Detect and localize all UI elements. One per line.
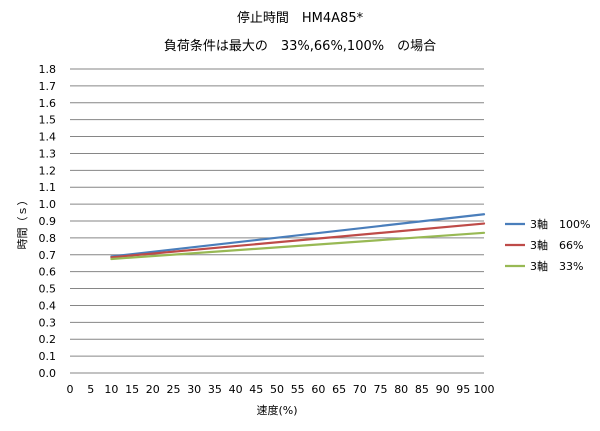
x-tick-labels: 0 5 10 15 20 25 30 35 40 45 50 55 60 65 70 75 80 85 90 95 10… bbox=[67, 383, 495, 396]
y-tick-label: 0.1 bbox=[39, 350, 57, 363]
legend: 3軸 100% 3軸 66% 3軸 33% bbox=[505, 217, 590, 273]
gridlines bbox=[70, 68, 484, 357]
x-tick-label: 20 bbox=[146, 383, 160, 396]
y-tick-label: 0.3 bbox=[39, 316, 57, 329]
x-tick-label: 55 bbox=[291, 383, 305, 396]
x-tick-label: 35 bbox=[208, 383, 222, 396]
x-tick-label: 85 bbox=[415, 383, 429, 396]
series-line bbox=[110, 222, 486, 259]
x-tick-label: 70 bbox=[353, 383, 367, 396]
y-tick-label: 1.6 bbox=[39, 97, 57, 110]
x-tick-label: 30 bbox=[187, 383, 201, 396]
x-tick-label: 10 bbox=[104, 383, 118, 396]
y-tick-label: 1.7 bbox=[39, 80, 57, 93]
x-tick-label: 75 bbox=[374, 383, 388, 396]
x-tick-label: 15 bbox=[125, 383, 139, 396]
y-tick-label: 1.4 bbox=[39, 131, 57, 144]
y-axis-label: 時間（ｓ） bbox=[16, 195, 29, 250]
x-tick-label: 45 bbox=[249, 383, 263, 396]
x-tick-label: 25 bbox=[167, 383, 181, 396]
x-tick-label: 65 bbox=[332, 383, 346, 396]
y-tick-label: 1.2 bbox=[39, 164, 57, 177]
x-tick-label: 90 bbox=[436, 383, 450, 396]
chart-title: 停止時間 HM4A85* bbox=[237, 10, 364, 26]
y-tick-label: 0.5 bbox=[39, 283, 57, 296]
x-tick-label: 50 bbox=[270, 383, 284, 396]
y-tick-label: 1.1 bbox=[39, 181, 57, 194]
y-tick-label: 0.9 bbox=[39, 215, 57, 228]
series-line bbox=[110, 231, 486, 261]
y-tick-label: 1.0 bbox=[39, 198, 57, 211]
x-tick-label: 80 bbox=[394, 383, 408, 396]
y-tick-label: 1.8 bbox=[39, 63, 57, 76]
series-line bbox=[110, 213, 486, 258]
x-tick-label: 95 bbox=[456, 383, 470, 396]
legend-label: 3軸 33% bbox=[530, 259, 583, 273]
y-tick-label: 0.6 bbox=[39, 266, 57, 279]
x-tick-label: 0 bbox=[67, 383, 74, 396]
x-tick-label: 100 bbox=[474, 383, 495, 396]
legend-label: 3軸 66% bbox=[530, 238, 583, 252]
x-tick-label: 40 bbox=[229, 383, 243, 396]
y-tick-label: 1.3 bbox=[39, 147, 57, 160]
chart-subtitle: 負荷条件は最大の 33%,66%,100% の場合 bbox=[164, 38, 436, 54]
y-tick-label: 0.0 bbox=[39, 367, 57, 380]
x-axis-label: 速度(%) bbox=[256, 403, 297, 417]
x-tick-label: 60 bbox=[311, 383, 325, 396]
plot-series bbox=[110, 213, 486, 261]
y-tick-label: 0.2 bbox=[39, 333, 57, 346]
y-tick-label: 0.4 bbox=[39, 299, 57, 312]
legend-label: 3軸 100% bbox=[530, 217, 590, 231]
y-tick-label: 1.5 bbox=[39, 114, 57, 127]
x-tick-label: 5 bbox=[87, 383, 94, 396]
y-tick-label: 0.8 bbox=[39, 232, 57, 245]
y-tick-labels: 0.0 0.1 0.2 0.3 0.4 0.5 0.6 0.7 0.8 0.9 1.0 1.1 1.2 1… bbox=[39, 63, 57, 380]
y-tick-label: 0.7 bbox=[39, 249, 57, 262]
